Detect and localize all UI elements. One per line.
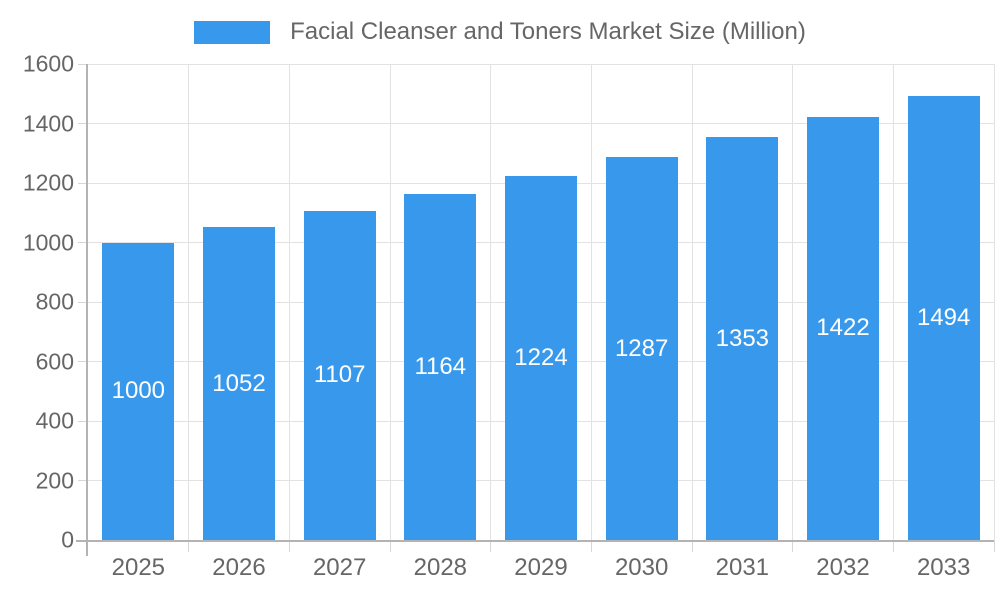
x-axis-tick bbox=[389, 540, 391, 552]
x-axis-tick-label: 2028 bbox=[413, 554, 468, 581]
bar[interactable]: 1107 bbox=[303, 210, 376, 540]
bar-value-label: 1494 bbox=[916, 303, 971, 331]
x-axis-tick bbox=[490, 540, 492, 552]
y-axis-tick bbox=[78, 420, 88, 422]
y-axis-tick bbox=[78, 480, 88, 481]
x-axis-tick bbox=[288, 540, 290, 552]
legend-item[interactable]: Facial Cleanser and Toners Market Size (… bbox=[0, 14, 1000, 50]
y-axis-tick-label: 200 bbox=[35, 467, 74, 493]
x-axis-tick bbox=[188, 540, 190, 552]
gridline-vertical bbox=[892, 64, 894, 540]
y-axis-tick bbox=[78, 123, 88, 124]
x-axis-tick-label: 2026 bbox=[212, 554, 266, 581]
bar[interactable]: 1422 bbox=[807, 116, 879, 540]
bar-value-label: 1353 bbox=[715, 324, 770, 352]
x-axis-tick-label: 2033 bbox=[916, 554, 971, 581]
bar-value-label: 1287 bbox=[614, 334, 669, 362]
y-axis-tick-label: 400 bbox=[35, 407, 74, 434]
y-axis-line bbox=[86, 64, 88, 556]
bar-value-label: 1224 bbox=[514, 343, 568, 371]
x-axis-tick bbox=[993, 540, 995, 552]
gridline-horizontal bbox=[88, 123, 994, 124]
bar-value-label: 1422 bbox=[816, 314, 870, 342]
y-axis-tick-label: 800 bbox=[35, 288, 74, 315]
x-axis-tick bbox=[691, 540, 693, 552]
y-axis-tick bbox=[78, 63, 88, 65]
gridline-vertical bbox=[993, 64, 995, 540]
gridline-vertical bbox=[389, 64, 391, 540]
y-axis-tick bbox=[78, 242, 88, 243]
gridline-vertical bbox=[590, 64, 592, 540]
y-axis-tick-label: 1200 bbox=[22, 169, 74, 196]
y-axis-tick-label: 1400 bbox=[22, 110, 74, 136]
gridline-vertical bbox=[188, 64, 190, 540]
y-axis-tick bbox=[78, 182, 88, 184]
bar[interactable]: 1000 bbox=[102, 242, 175, 540]
gridline-vertical bbox=[691, 64, 693, 540]
gridline-vertical bbox=[490, 64, 492, 540]
y-axis-tick-label: 1000 bbox=[22, 229, 74, 255]
y-axis-tick-label: 600 bbox=[35, 348, 74, 374]
x-axis-tick bbox=[792, 540, 794, 552]
legend-swatch bbox=[194, 20, 271, 44]
y-axis-tick-label: 1600 bbox=[22, 50, 74, 77]
bar[interactable]: 1052 bbox=[203, 227, 275, 540]
bar-value-label: 1164 bbox=[414, 352, 467, 380]
x-axis-line bbox=[76, 540, 994, 542]
bar[interactable]: 1287 bbox=[605, 157, 678, 540]
x-axis-tick-label: 2032 bbox=[816, 554, 870, 581]
bar-value-label: 1052 bbox=[212, 369, 266, 397]
bar-value-label: 1107 bbox=[313, 361, 366, 389]
bar[interactable]: 1494 bbox=[907, 95, 980, 540]
x-axis-tick-label: 2027 bbox=[312, 554, 367, 581]
bar[interactable]: 1224 bbox=[505, 175, 577, 540]
y-axis-tick bbox=[78, 361, 88, 362]
y-axis-tick-label: 0 bbox=[61, 526, 74, 553]
x-axis-tick bbox=[892, 540, 894, 552]
bar[interactable]: 1353 bbox=[706, 137, 779, 540]
bar-value-label: 1000 bbox=[111, 377, 166, 405]
gridline-vertical bbox=[288, 64, 290, 540]
legend-label: Facial Cleanser and Toners Market Size (… bbox=[290, 18, 806, 45]
y-axis-tick bbox=[78, 301, 88, 303]
gridline-vertical bbox=[792, 64, 794, 540]
x-axis-tick-label: 2030 bbox=[614, 554, 669, 581]
bar[interactable]: 1164 bbox=[404, 193, 477, 540]
x-axis-tick-label: 2025 bbox=[111, 554, 166, 581]
x-axis-tick-label: 2031 bbox=[715, 554, 770, 581]
x-axis-tick-label: 2029 bbox=[514, 554, 568, 581]
x-axis-tick bbox=[590, 540, 592, 552]
gridline-horizontal bbox=[88, 63, 994, 65]
